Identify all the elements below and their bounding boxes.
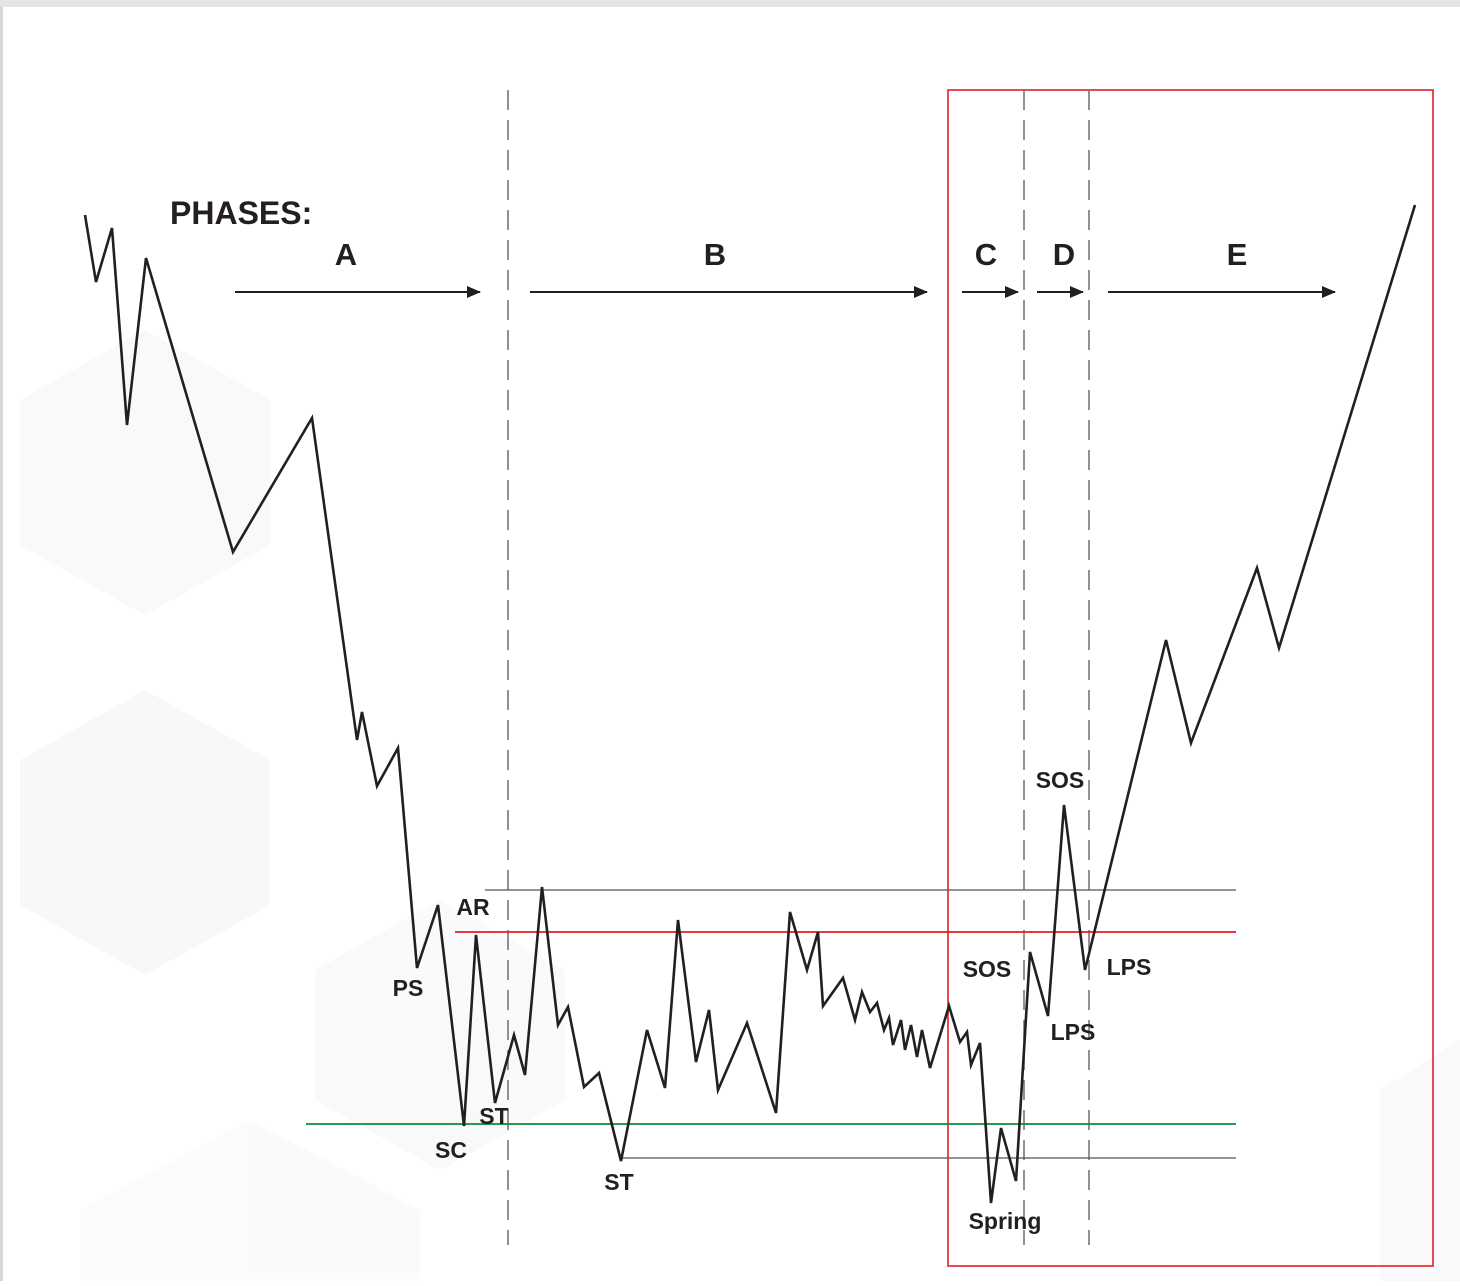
phase-a-label: A bbox=[335, 237, 357, 272]
phases-title: PHASES: bbox=[170, 195, 312, 231]
event-st-label: ST bbox=[479, 1103, 508, 1129]
price-path bbox=[83, 204, 1417, 1204]
event-sos-label: SOS bbox=[1036, 767, 1085, 793]
background-pattern bbox=[20, 330, 1460, 1281]
phase-cde-highlight-box bbox=[947, 89, 1434, 1267]
event-st-label: ST bbox=[604, 1169, 633, 1195]
window-left-edge bbox=[0, 7, 3, 1281]
event-sc-label: SC bbox=[435, 1137, 467, 1163]
phase-e-label: E bbox=[1227, 237, 1248, 272]
window-top-edge bbox=[0, 0, 1460, 7]
event-lps-label: LPS bbox=[1051, 1019, 1096, 1045]
phase-d-label: D bbox=[1053, 237, 1075, 272]
event-spring-label: Spring bbox=[969, 1208, 1042, 1234]
event-ar-label: AR bbox=[456, 894, 490, 920]
event-lps-label: LPS bbox=[1107, 954, 1152, 980]
phase-b-label: B bbox=[704, 237, 726, 272]
phase-c-label: C bbox=[975, 237, 997, 272]
event-ps-label: PS bbox=[393, 975, 424, 1001]
event-sos-label: SOS bbox=[963, 956, 1012, 982]
